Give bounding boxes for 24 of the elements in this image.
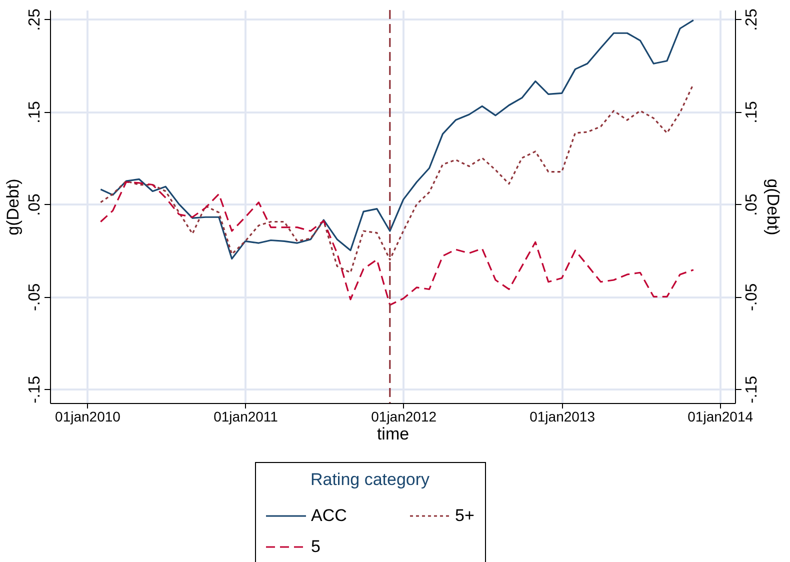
x-tick-label: 01jan2011 (214, 408, 278, 424)
y2-tick-label: .05 (744, 193, 760, 216)
legend-label: ACC (311, 506, 347, 525)
line-series (100, 181, 694, 306)
y-tick-label: -.05 (26, 283, 44, 311)
legend-label: 5+ (455, 506, 474, 525)
y2-axis-title: g(Debt) (764, 178, 782, 236)
y-axis-title: g(Debt) (4, 178, 22, 236)
x-axis-title: time (376, 424, 410, 444)
x-tick-label: 01jan2010 (55, 408, 121, 424)
line-series (100, 19, 694, 260)
x-tick-label: 01jan2013 (530, 408, 596, 424)
y-tick-label: .05 (26, 193, 44, 216)
y-tick-label: .25 (26, 8, 44, 31)
y2-tick-label: -.05 (744, 283, 760, 311)
y-tick-label: -.15 (26, 376, 44, 404)
legend-label: 5 (311, 537, 320, 556)
y2-tick-label: -.15 (744, 376, 760, 404)
x-tick-label: 01jan2014 (688, 408, 754, 424)
y2-tick-label: .15 (744, 101, 760, 124)
x-tick-label: 01jan2012 (371, 408, 437, 424)
legend-title: Rating category (310, 470, 430, 489)
y2-tick-label: .25 (744, 8, 760, 31)
y-tick-label: .15 (26, 101, 44, 124)
